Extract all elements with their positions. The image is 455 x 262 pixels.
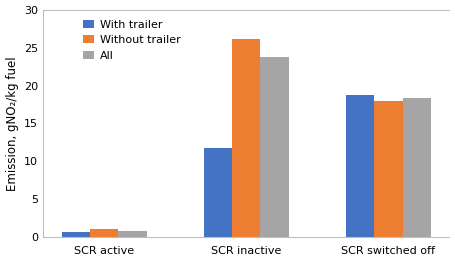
Bar (204, 148, 232, 237)
Y-axis label: Emission, gNO₂/kg fuel: Emission, gNO₂/kg fuel (5, 56, 19, 191)
Bar (118, 231, 147, 237)
Bar (232, 39, 260, 237)
Bar (61, 232, 90, 237)
Bar (374, 101, 403, 237)
Bar (90, 229, 118, 237)
Bar (403, 98, 431, 237)
Bar (346, 95, 374, 237)
Legend: With trailer, Without trailer, All: With trailer, Without trailer, All (81, 17, 183, 63)
Bar (260, 57, 289, 237)
